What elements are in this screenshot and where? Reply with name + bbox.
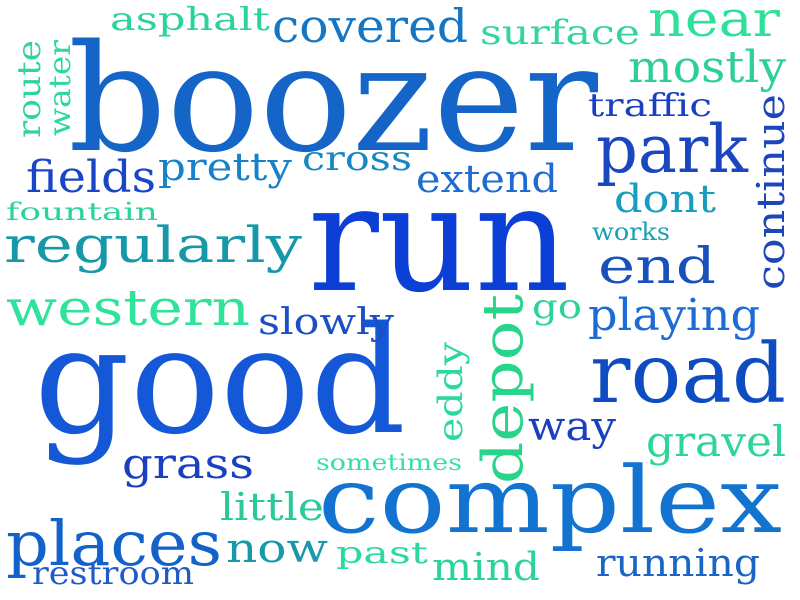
word-grass: grass bbox=[122, 439, 254, 488]
word-western: western bbox=[6, 279, 250, 337]
word-sometimes: sometimes bbox=[316, 451, 462, 476]
word-end: end bbox=[598, 237, 716, 295]
word-continue: continue bbox=[749, 94, 793, 290]
word-eddy: eddy bbox=[431, 341, 471, 442]
word-depot: depot bbox=[471, 293, 536, 484]
word-fields: fields bbox=[26, 152, 156, 203]
word-now: now bbox=[226, 526, 328, 572]
word-past: past bbox=[336, 536, 428, 571]
word-surface: surface bbox=[480, 13, 640, 53]
word-good: good bbox=[34, 295, 406, 467]
word-go: go bbox=[532, 287, 582, 327]
word-playing: playing bbox=[588, 290, 760, 341]
word-extend: extend bbox=[416, 157, 558, 201]
word-little: little bbox=[220, 485, 324, 529]
word-restroom: restroom bbox=[32, 554, 194, 592]
word-slowly: slowly bbox=[258, 302, 395, 343]
word-route: route bbox=[10, 40, 48, 138]
word-fountain: fountain bbox=[6, 198, 158, 226]
word-run: run bbox=[308, 153, 570, 325]
word-mind: mind bbox=[432, 545, 540, 589]
word-cross: cross bbox=[302, 139, 412, 179]
word-mostly: mostly bbox=[628, 42, 786, 93]
word-water: water bbox=[43, 39, 78, 136]
word-covered: covered bbox=[272, 0, 468, 53]
word-running: running bbox=[596, 541, 760, 585]
word-complex: complex bbox=[318, 447, 782, 554]
word-regularly: regularly bbox=[4, 216, 303, 274]
word-road: road bbox=[590, 327, 786, 422]
word-dont: dont bbox=[614, 177, 716, 221]
word-works: works bbox=[592, 218, 670, 246]
word-park: park bbox=[596, 111, 749, 188]
word-way: way bbox=[528, 404, 616, 450]
word-near: near bbox=[648, 0, 780, 48]
word-places: places bbox=[6, 507, 222, 580]
word-traffic: traffic bbox=[588, 86, 712, 124]
word-gravel: gravel bbox=[646, 417, 786, 466]
word-pretty: pretty bbox=[158, 145, 293, 189]
word-boozer: boozer bbox=[68, 13, 598, 185]
word-asphalt: asphalt bbox=[110, 0, 270, 38]
